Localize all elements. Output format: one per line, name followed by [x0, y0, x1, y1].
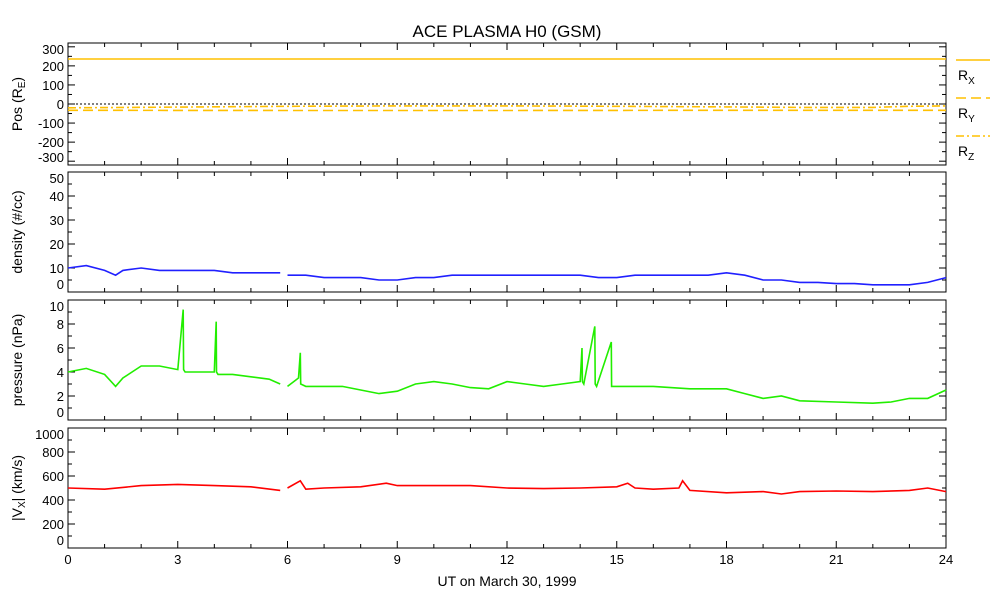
y-tick-label: 0	[57, 405, 64, 420]
panel-0: 300 200 100 0 -100 -200-300 Pos (RE) RX RY RZ	[9, 42, 990, 165]
y-axis-label: density (#/cc)	[9, 190, 25, 273]
y-tick-label: 200	[42, 517, 64, 532]
y-axis-label: |VX| (km/s)	[9, 455, 28, 521]
x-tick-label: 24	[939, 552, 953, 567]
x-tick-label: 15	[610, 552, 624, 567]
legend-label: RY	[958, 105, 975, 125]
y-tick-label: 100	[42, 78, 64, 93]
x-tick-label: 0	[64, 552, 71, 567]
y-tick-label: -300	[38, 150, 64, 165]
y-tick-label: 8	[57, 317, 64, 332]
y-tick-label: 6	[57, 341, 64, 356]
x-tick-label: 18	[719, 552, 733, 567]
x-axis-label: UT on March 30, 1999	[437, 573, 576, 589]
y-tick-label: -100	[38, 116, 64, 131]
y-tick-label: 400	[42, 493, 64, 508]
x-tick-label: 6	[284, 552, 291, 567]
chart-title: ACE PLASMA H0 (GSM)	[413, 22, 602, 41]
x-tick-label: 3	[174, 552, 181, 567]
y-tick-label: 0	[57, 277, 64, 292]
plot-frame	[68, 172, 946, 292]
y-tick-label: -200	[38, 135, 64, 150]
panel-2: 10 8 6 4 20 pressure (nPa)	[9, 299, 946, 420]
series-line	[68, 266, 946, 285]
series-line	[68, 481, 946, 494]
panel-1: 50 40 30 20 100 density (#/cc)	[9, 171, 946, 292]
y-tick-label: 40	[50, 189, 64, 204]
y-tick-label: 300	[42, 42, 64, 57]
y-tick-label: 800	[42, 445, 64, 460]
y-axis-label: pressure (nPa)	[9, 314, 25, 407]
y-tick-label: 4	[57, 365, 64, 380]
y-tick-label: 10	[50, 299, 64, 314]
x-tick-label: 12	[500, 552, 514, 567]
y-tick-label: 50	[50, 171, 64, 186]
series-line	[68, 310, 946, 404]
plot-frame	[68, 43, 946, 165]
y-tick-label: 20	[50, 237, 64, 252]
x-tick-label: 9	[394, 552, 401, 567]
legend-label: RZ	[958, 143, 974, 163]
y-tick-label: 200	[42, 59, 64, 74]
y-tick-label: 10	[50, 261, 64, 276]
legend-label: RX	[958, 67, 975, 87]
y-tick-label: 2	[57, 389, 64, 404]
y-tick-label: 30	[50, 213, 64, 228]
y-tick-label: 0	[57, 97, 64, 112]
y-axis-label: Pos (RE)	[9, 77, 28, 131]
x-tick-label: 21	[829, 552, 843, 567]
y-tick-label: 600	[42, 469, 64, 484]
y-tick-label: 1000	[35, 427, 64, 442]
series-line-rz	[68, 106, 946, 108]
y-tick-label: 0	[57, 533, 64, 548]
